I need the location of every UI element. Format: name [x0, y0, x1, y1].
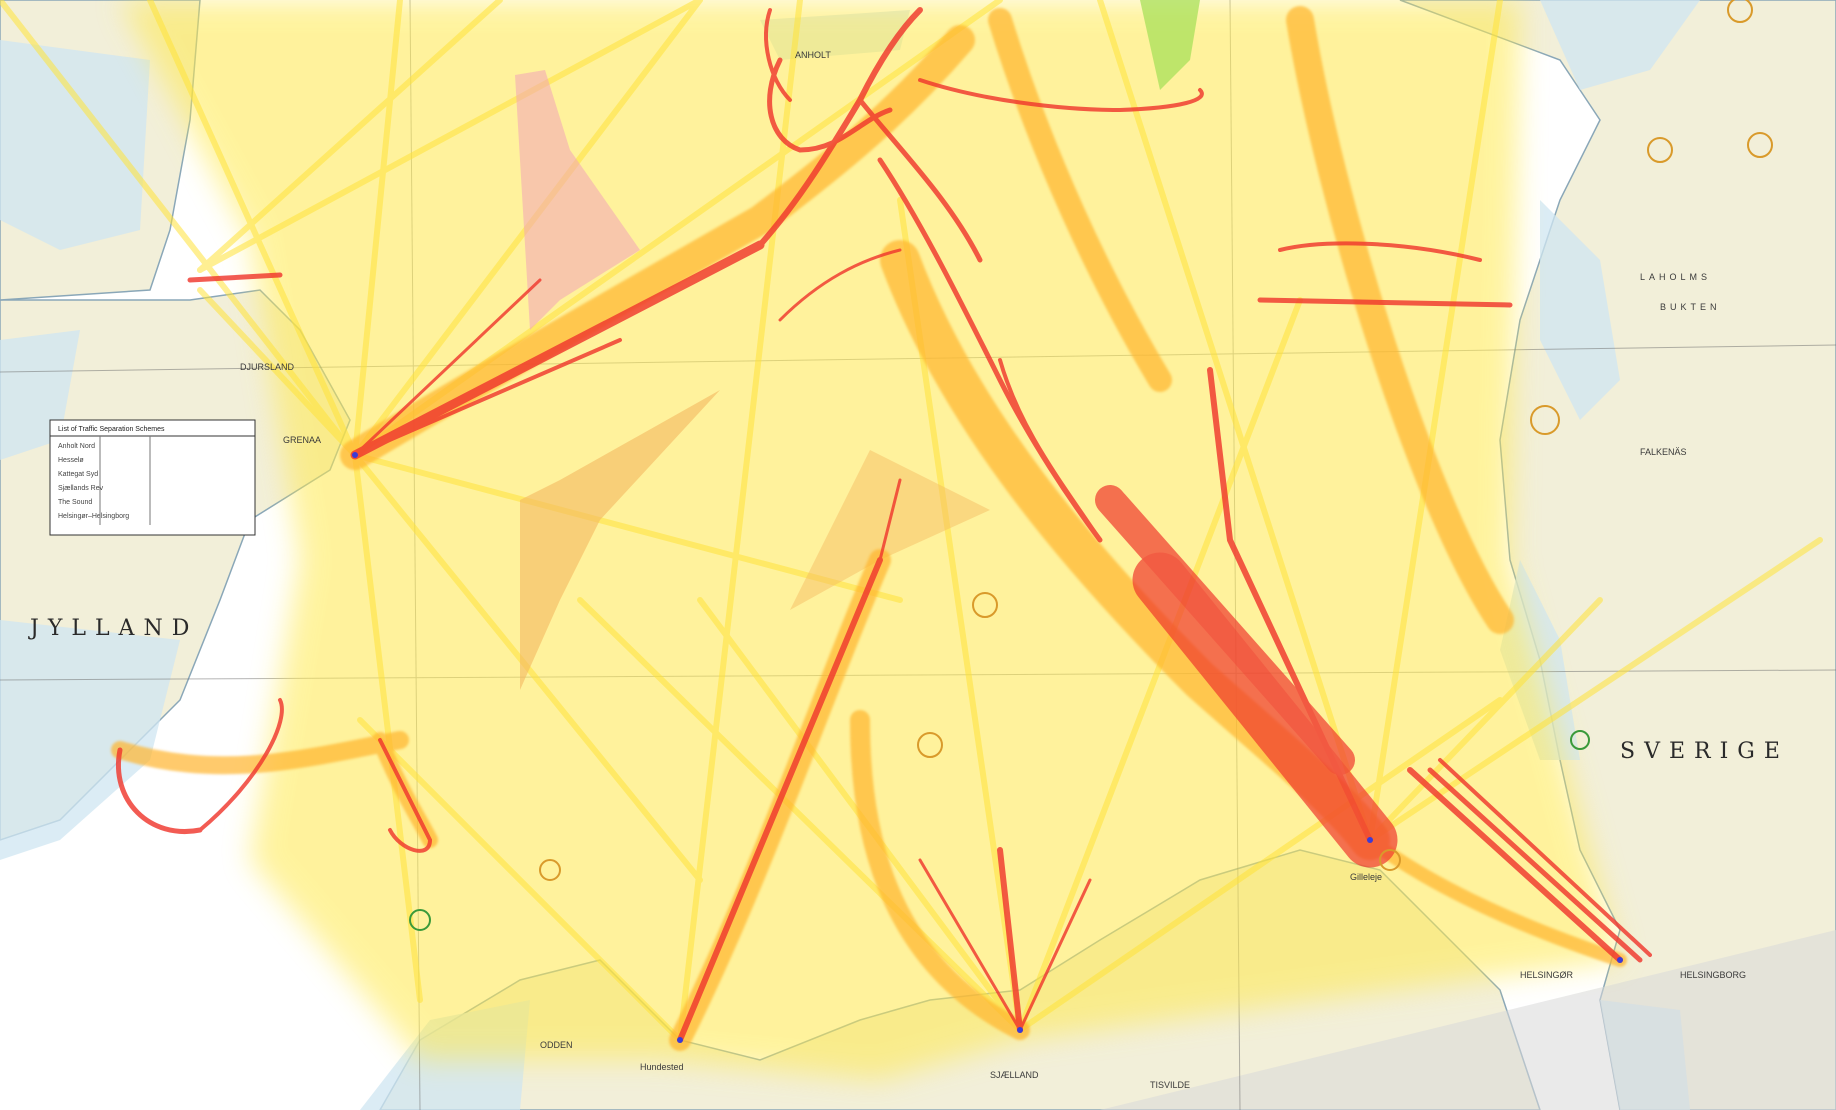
- port-markers: [352, 452, 1623, 1043]
- legend-row: Anholt Nord: [58, 443, 95, 450]
- label-helsingborg: HELSINGBORG: [1680, 970, 1746, 980]
- legend-row: Kattegat Syd: [58, 471, 98, 478]
- label-tisvilde: TISVILDE: [1150, 1080, 1190, 1090]
- traffic-high-density: [116, 7, 1652, 1043]
- label-bukten: BUKTEN: [1660, 302, 1721, 312]
- label-anholt: ANHOLT: [795, 50, 831, 60]
- buoy-markers-green: [409, 730, 1590, 931]
- zone-orange-west: [520, 390, 720, 690]
- legend-title: List of Traffic Separation Schemes: [58, 426, 165, 433]
- label-gilleleje: Gilleleje: [1350, 872, 1382, 882]
- zone-green: [1140, 0, 1200, 90]
- label-laholm: LAHOLMS: [1640, 272, 1711, 282]
- legend-row: Sjællands Rev: [58, 485, 104, 492]
- legend-row: Hesselø: [58, 457, 84, 464]
- label-hundested: Hundested: [640, 1062, 684, 1072]
- legend-row: Helsingør–Helsingborg: [58, 513, 129, 520]
- tss-legend: List of Traffic Separation Schemes Anhol…: [49, 419, 256, 536]
- zone-pink: [515, 70, 640, 330]
- port-gilleleje: [1367, 837, 1373, 843]
- legend-row: The Sound: [58, 499, 92, 506]
- traffic-low-density: [0, 0, 1823, 1043]
- buoy-markers: [539, 0, 1773, 881]
- label-jylland: JYLLAND: [28, 616, 198, 641]
- label-helsingor: HELSINGØR: [1520, 970, 1574, 980]
- label-odden: ODDEN: [540, 1040, 573, 1050]
- label-djursland: DJURSLAND: [240, 362, 295, 372]
- label-falkenaes: FALKENÄS: [1640, 447, 1687, 457]
- port-sjaelland-south: [1017, 1027, 1023, 1033]
- port-helsingor: [1617, 957, 1623, 963]
- label-sjaelland: SJÆLLAND: [990, 1070, 1039, 1080]
- port-hundested: [677, 1037, 683, 1043]
- chart-margin-shade: [1100, 930, 1836, 1110]
- zone-orange-center: [790, 450, 990, 610]
- label-sverige: SVERIGE: [1620, 739, 1789, 764]
- label-grenaa: GRENAA: [283, 435, 321, 445]
- port-grenaa: [352, 452, 358, 458]
